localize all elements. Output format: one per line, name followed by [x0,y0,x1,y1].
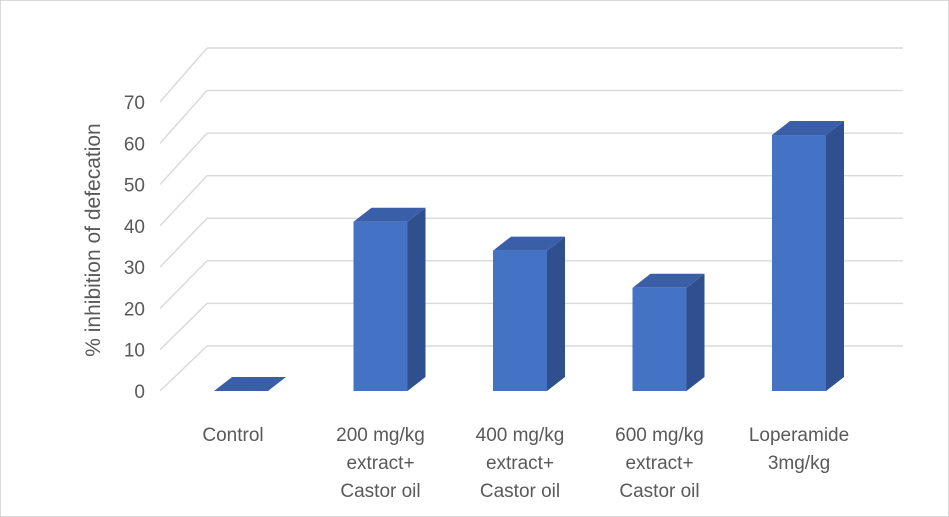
gridline-diagonal [159,345,208,392]
bars [214,121,844,392]
bar-side [826,121,844,392]
bar [353,207,426,391]
bar-side [407,207,426,391]
bar-front [632,287,687,391]
gridline-diagonal [159,260,208,309]
bar-side [547,236,565,391]
x-category-label: Loperamide 3mg/kg [749,425,849,474]
bar-top [772,121,844,136]
x-category-label: 200 mg/kg extract+ Castor oil [336,425,425,502]
y-tick-label: 30 [124,258,145,279]
y-tick-label: 60 [124,134,145,155]
bar [214,377,286,391]
bar [493,236,565,391]
y-tick-label: 50 [124,176,145,197]
bar-top [214,377,286,391]
bar-side [686,273,705,391]
bar-front [353,221,408,391]
x-axis-categories: Control 200 mg/kg extract+ Castor oil 400 mg… [202,425,849,502]
gridline-diagonal [159,302,208,351]
gridline-diagonal [159,132,208,186]
bar [632,273,705,391]
y-tick-label: 40 [124,217,145,238]
bar-front [493,250,547,391]
y-tick-label: 20 [124,299,145,320]
x-category-label: 400 mg/kg extract+ Castor oil [476,425,565,502]
gridline-diagonal [159,90,208,144]
gridline-diagonal [159,47,208,103]
gridline-diagonal [159,217,208,268]
bar-top [353,207,426,222]
y-tick-label: 0 [134,382,145,403]
y-tick-label: 70 [124,93,145,114]
x-category-label: 600 mg/kg extract+ Castor oil [615,425,704,502]
y-axis-label: % inhibition of defecation [82,123,105,357]
x-category-label: Control [202,425,263,446]
bar-top [493,236,565,251]
bar [772,121,844,392]
bar-front [772,135,826,391]
gridline-diagonal [159,175,208,227]
y-axis-ticks: 0 10 20 30 40 50 60 70 [124,93,145,403]
bar-top [632,273,705,288]
y-tick-label: 10 [124,341,145,362]
